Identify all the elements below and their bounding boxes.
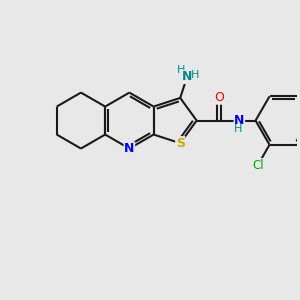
Text: S: S xyxy=(176,137,185,150)
Text: H: H xyxy=(234,124,242,134)
Text: H: H xyxy=(177,64,185,75)
Text: N: N xyxy=(182,70,192,83)
Text: Cl: Cl xyxy=(252,159,264,172)
Text: N: N xyxy=(124,142,135,155)
Text: N: N xyxy=(234,114,244,127)
Text: H: H xyxy=(191,70,200,80)
Text: O: O xyxy=(214,91,224,104)
